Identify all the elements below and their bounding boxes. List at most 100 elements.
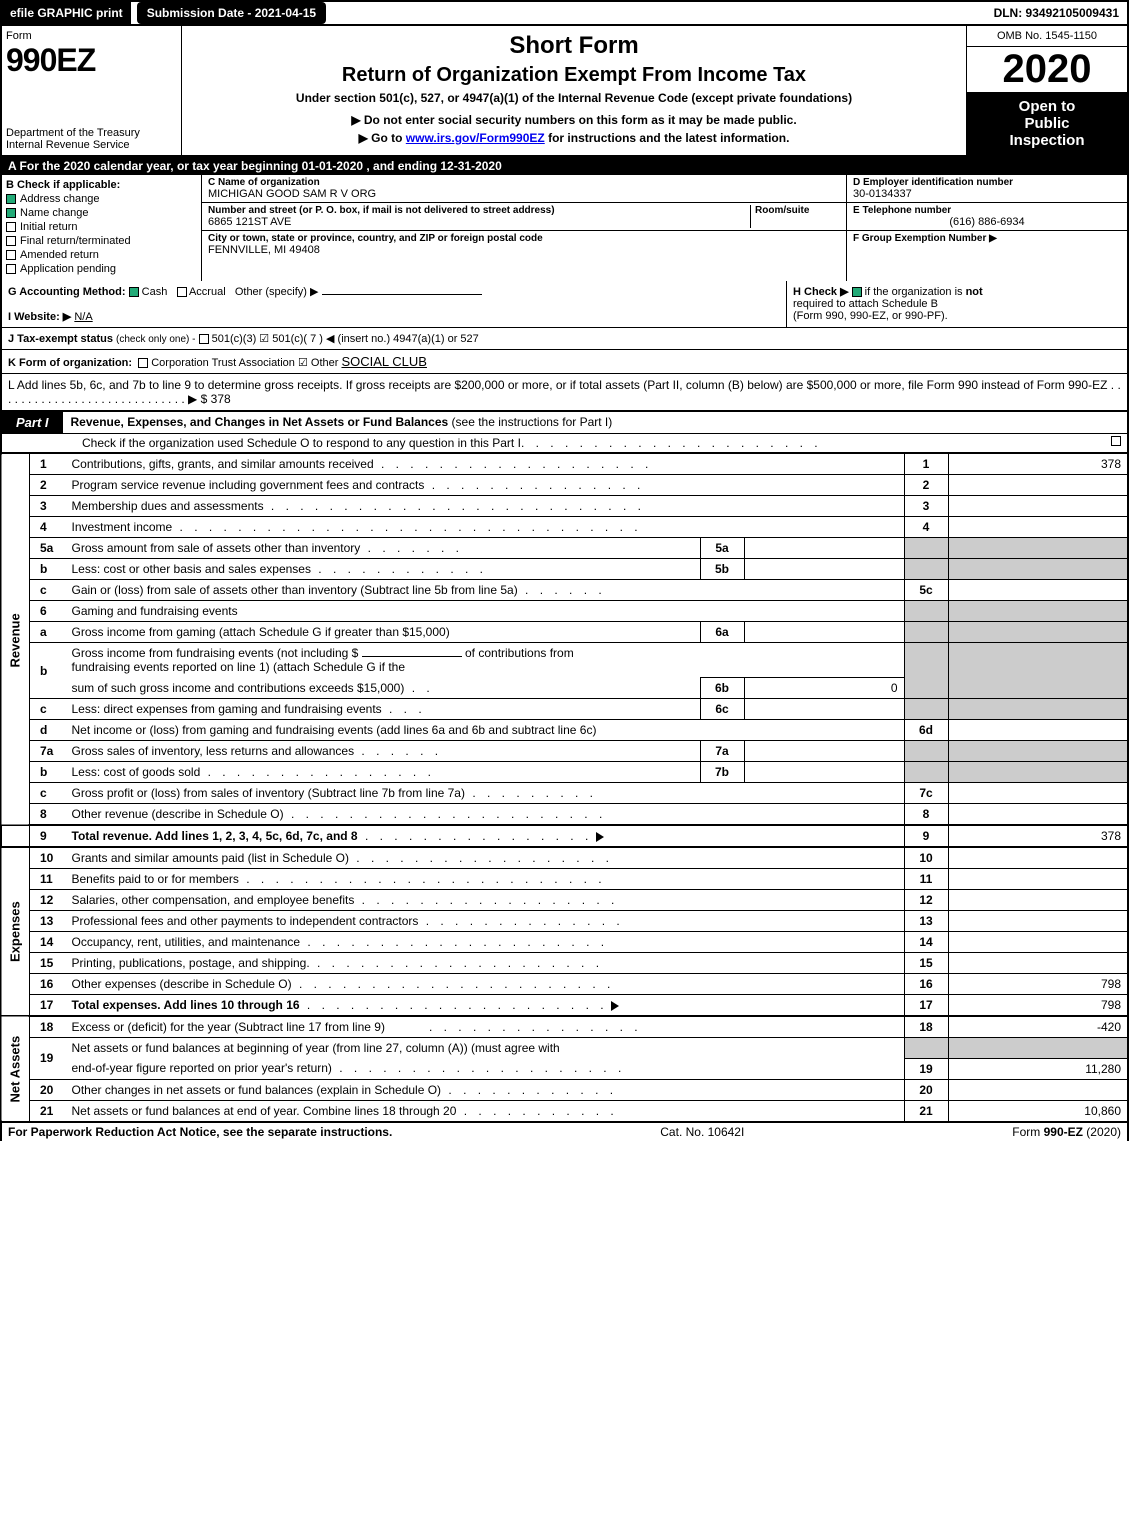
line-col: 2 (904, 475, 948, 496)
checkbox-application-pending[interactable]: Application pending (6, 263, 197, 275)
form-header: Form 990EZ Department of the Treasury In… (0, 24, 1129, 157)
line-number: 10 (30, 847, 66, 869)
omb-number: OMB No. 1545-1150 (967, 26, 1127, 47)
ssn-warning: ▶ Do not enter social security numbers o… (188, 113, 960, 127)
checkbox-amended-return[interactable]: Amended return (6, 249, 197, 261)
efile-graphic-print[interactable]: efile GRAPHIC print (2, 2, 131, 24)
line-j: J Tax-exempt status (check only one) - 5… (0, 328, 1129, 350)
checkbox-name-change[interactable]: Name change (6, 207, 197, 219)
line-amount (948, 720, 1128, 741)
line-col: 13 (904, 911, 948, 932)
checkbox-address-change[interactable]: Address change (6, 193, 197, 205)
line-l-text: L Add lines 5b, 6c, and 7b to line 9 to … (8, 378, 1107, 392)
line-desc: Gross income from gaming (attach Schedul… (72, 625, 450, 639)
other-specify-input[interactable] (322, 294, 482, 295)
table-row: 8 Other revenue (describe in Schedule O)… (1, 804, 1128, 826)
cash-checkbox[interactable] (129, 287, 139, 297)
k-corp-checkbox[interactable] (138, 358, 148, 368)
ein-value: 30-0134337 (853, 188, 1121, 200)
ein-label: D Employer identification number (853, 177, 1121, 188)
line-col: 7c (904, 783, 948, 804)
line-j-opts: 501(c)(3) ☑ 501(c)( 7 ) ◀ (insert no.) 4… (212, 333, 479, 345)
part-i-title: Revenue, Expenses, and Changes in Net As… (71, 415, 449, 429)
check-icon (6, 194, 16, 204)
shaded-cell (948, 699, 1128, 720)
table-row: d Net income or (loss) from gaming and f… (1, 720, 1128, 741)
arrow-icon (596, 832, 604, 842)
line-number: 21 (30, 1100, 66, 1122)
line-l: L Add lines 5b, 6c, and 7b to line 9 to … (0, 374, 1129, 412)
schedule-o-check-line: Check if the organization used Schedule … (0, 434, 1129, 453)
table-row: 14 Occupancy, rent, utilities, and maint… (1, 932, 1128, 953)
line-col: 5c (904, 580, 948, 601)
table-row: 13 Professional fees and other payments … (1, 911, 1128, 932)
sub-col: 7a (700, 741, 744, 762)
line-desc: Net income or (loss) from gaming and fun… (72, 723, 597, 737)
line-number: c (30, 580, 66, 601)
line-number: 9 (30, 825, 66, 847)
part-i-header: Part I Revenue, Expenses, and Changes in… (0, 412, 1129, 434)
line-number: 8 (30, 804, 66, 826)
sub-val: 0 (744, 678, 904, 699)
line-number: 11 (30, 869, 66, 890)
line-l-amount: 378 (211, 392, 231, 406)
irs-link[interactable]: www.irs.gov/Form990EZ (406, 131, 545, 145)
city-state-zip: FENNVILLE, MI 49408 (208, 244, 840, 256)
city-label: City or town, state or province, country… (208, 233, 840, 244)
table-row: b Less: cost or other basis and sales ex… (1, 559, 1128, 580)
line-desc: Excess or (deficit) for the year (Subtra… (72, 1020, 385, 1034)
line-j-note: (check only one) - (116, 334, 195, 345)
open-line3: Inspection (973, 132, 1121, 149)
line-amount (948, 804, 1128, 826)
line-amount: 798 (948, 995, 1128, 1017)
line-number: 20 (30, 1079, 66, 1100)
form-bold: 990-EZ (1044, 1125, 1083, 1139)
table-row: b Gross income from fundraising events (… (1, 643, 1128, 678)
line-desc: Membership dues and assessments (72, 499, 264, 513)
fundraising-amount-input[interactable] (362, 656, 462, 657)
submission-date-badge: Submission Date - 2021-04-15 (137, 2, 326, 24)
line-j-label: J Tax-exempt status (8, 333, 113, 345)
top-bar: efile GRAPHIC print Submission Date - 20… (0, 0, 1129, 24)
phone-label: E Telephone number (853, 205, 1121, 216)
goto-post: for instructions and the latest informat… (545, 131, 790, 145)
h-checkbox[interactable] (852, 287, 862, 297)
under-section-text: Under section 501(c), 527, or 4947(a)(1)… (188, 91, 960, 105)
line-number: c (30, 699, 66, 720)
j-501c3-checkbox[interactable] (199, 334, 209, 344)
line-desc: Gross profit or (loss) from sales of inv… (72, 786, 465, 800)
org-name: MICHIGAN GOOD SAM R V ORG (208, 188, 840, 200)
line-col: 17 (904, 995, 948, 1017)
line-col: 18 (904, 1016, 948, 1038)
other-specify-label: Other (specify) ▶ (235, 286, 319, 298)
line-desc: Other revenue (describe in Schedule O) (72, 807, 284, 821)
line-amount (948, 475, 1128, 496)
right-info-block: D Employer identification number 30-0134… (847, 175, 1127, 281)
shaded-cell (904, 762, 948, 783)
line-col: 10 (904, 847, 948, 869)
schedule-o-checkbox[interactable] (1111, 436, 1121, 446)
page-footer: For Paperwork Reduction Act Notice, see … (0, 1123, 1129, 1141)
sub-val (744, 762, 904, 783)
table-row: 12 Salaries, other compensation, and emp… (1, 890, 1128, 911)
line-desc: Other expenses (describe in Schedule O) (72, 977, 292, 991)
line-g: G Accounting Method: Cash Accrual Other … (2, 281, 787, 327)
shaded-cell (904, 699, 948, 720)
table-row: a Gross income from gaming (attach Sched… (1, 622, 1128, 643)
check-icon (6, 250, 16, 260)
checkbox-label: Application pending (20, 263, 116, 275)
shaded-cell (904, 622, 948, 643)
checkbox-initial-return[interactable]: Initial return (6, 221, 197, 233)
line-number: 17 (30, 995, 66, 1017)
line-k-label: K Form of organization: (8, 357, 132, 369)
form-number: 990EZ (6, 42, 177, 79)
netassets-side-label: Net Assets (1, 1016, 30, 1122)
line-desc: Less: cost of goods sold (72, 765, 201, 779)
dept-treasury: Department of the Treasury (6, 127, 177, 139)
checkbox-final-return[interactable]: Final return/terminated (6, 235, 197, 247)
line-k-opts: Corporation Trust Association ☑ Other (151, 357, 338, 369)
accrual-checkbox[interactable] (177, 287, 187, 297)
table-row: 21 Net assets or fund balances at end of… (1, 1100, 1128, 1122)
line-number: b (30, 643, 66, 699)
line-desc-cont3: sum of such gross income and contributio… (72, 681, 405, 695)
